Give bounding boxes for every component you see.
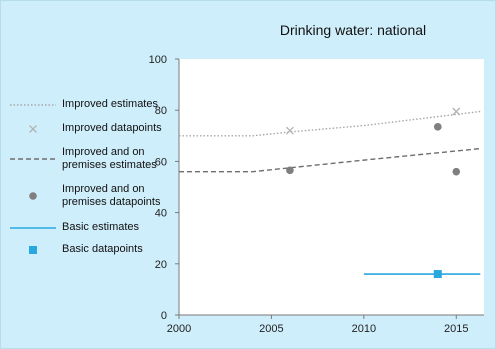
legend-label-line: Basic estimates: [62, 221, 140, 233]
plot-area: [179, 59, 484, 315]
legend-label: Improved and on premises estimates: [62, 146, 162, 172]
series-layer: [179, 107, 481, 279]
series-line: [179, 147, 481, 173]
x-tick-label: 2015: [444, 323, 468, 335]
data-point: [452, 167, 461, 176]
x-tick-label: 2010: [352, 323, 376, 335]
legend-label: Improved and on premises datapoints: [62, 183, 162, 209]
legend-swatch: [10, 227, 56, 229]
legend-label-line: premises estimates: [62, 159, 157, 171]
y-tick-label: 40: [155, 208, 167, 220]
data-point: [433, 270, 442, 279]
y-tick-label: 20: [155, 259, 167, 271]
legend-label: Basic datapoints: [62, 243, 162, 256]
y-tick-label: 0: [161, 310, 167, 322]
x-tick-label: 2005: [259, 323, 283, 335]
legend-marker: [29, 192, 37, 200]
series-1: [285, 107, 461, 135]
legend-label: Improved datapoints: [62, 122, 162, 135]
data-point: [285, 126, 294, 135]
chart-title: Drinking water: national: [279, 22, 427, 38]
series-2: [179, 147, 481, 173]
legend-label-line: Improved estimates: [62, 98, 158, 110]
y-tick-label: 60: [155, 156, 167, 168]
legend-swatch: [29, 246, 37, 254]
x-tick-label: 2000: [167, 323, 191, 335]
series-line: [179, 110, 481, 137]
y-tick-label: 100: [149, 54, 167, 66]
legend-marker: [29, 125, 37, 133]
legend-label-line: Improved datapoints: [62, 122, 162, 134]
legend-swatch: [10, 158, 56, 160]
legend-swatch: [29, 192, 37, 200]
series-3: [286, 123, 461, 176]
data-point: [433, 123, 442, 131]
legend-label-line: premises datapoints: [62, 196, 161, 208]
series-0: [179, 110, 481, 137]
legend-label: Basic estimates: [62, 221, 162, 234]
legend-swatch: [10, 104, 56, 106]
legend-label-line: Basic datapoints: [62, 243, 143, 255]
legend-marker: [29, 246, 37, 254]
data-point: [286, 166, 294, 175]
series-5: [433, 270, 442, 279]
legend-swatch: [29, 125, 37, 133]
legend-label: Improved estimates: [62, 98, 162, 111]
tick-labels: 0 20 40 60 80 100 2000 2005 2010 2015: [149, 54, 469, 335]
y-tick-label: 80: [155, 105, 167, 117]
legend-label-line: Improved and on: [62, 183, 145, 195]
legend-label-line: Improved and on: [62, 146, 145, 158]
data-point: [452, 107, 461, 116]
